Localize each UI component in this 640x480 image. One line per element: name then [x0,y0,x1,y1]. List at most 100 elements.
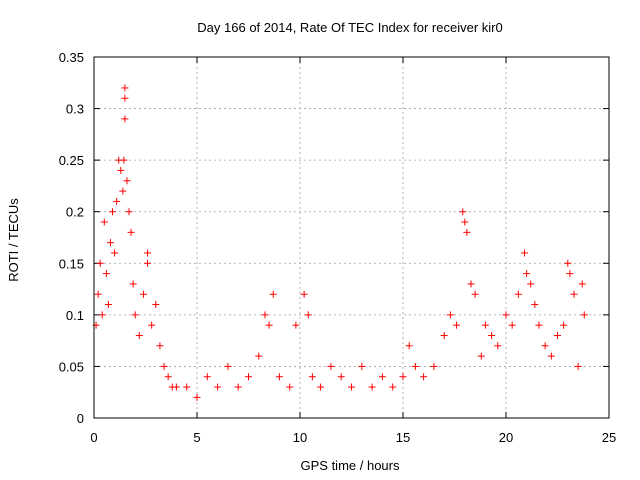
data-point [368,383,376,391]
data-point [120,156,128,164]
data-point [327,362,335,370]
data-point [139,290,147,298]
data-point [481,321,489,329]
data-point [304,311,312,319]
x-tick-label: 25 [602,430,616,445]
data-point [96,259,104,267]
data-point [463,228,471,236]
y-tick-label: 0.2 [66,205,84,220]
data-point [102,270,110,278]
data-point [547,352,555,360]
data-point [152,301,160,309]
data-point [156,342,164,350]
data-point [300,290,308,298]
data-point [125,208,133,216]
x-tick-labels: 0 5 10 15 20 25 [90,430,616,445]
data-point [337,373,345,381]
data-point [94,290,102,298]
data-point [459,208,467,216]
data-point [488,331,496,339]
data-point [566,270,574,278]
data-point [106,239,114,247]
data-point [183,383,191,391]
data-point [164,373,172,381]
grid-lines [94,57,609,418]
x-tick-label: 10 [293,430,307,445]
data-point [129,280,137,288]
plot-frame [93,56,610,419]
data-point [477,352,485,360]
data-point [121,115,129,123]
data-point [135,331,143,339]
data-point [111,249,119,257]
data-point [564,259,572,267]
data-point [100,218,108,226]
y-tick-label: 0.3 [66,102,84,117]
data-point [121,84,129,92]
data-point [440,331,448,339]
data-point [389,383,397,391]
data-point [461,218,469,226]
data-point [527,280,535,288]
data-point [224,362,232,370]
data-point [269,290,277,298]
data-point [234,383,242,391]
data-point [245,373,252,381]
data-point [144,259,152,267]
data-point [113,197,121,205]
axis-ticks [93,56,610,419]
data-point [308,373,316,381]
data-point [261,311,269,319]
y-tick-label: 0 [77,411,84,426]
data-point [430,362,438,370]
data-point [467,280,475,288]
data-point [265,321,273,329]
data-point [144,249,152,257]
data-point [580,311,588,319]
data-point [535,321,543,329]
data-point [317,383,325,391]
data-point [292,321,300,329]
x-tick-label: 0 [90,430,97,445]
data-point [109,208,117,216]
y-tick-label: 0.15 [59,256,84,271]
chart-title: Day 166 of 2014, Rate Of TEC Index for r… [197,20,502,35]
data-point [98,311,106,319]
x-tick-label: 15 [396,430,410,445]
data-point [521,249,529,257]
data-point [471,290,479,298]
data-point [453,321,461,329]
data-point [399,373,407,381]
data-point [214,383,222,391]
y-tick-labels: 0 0.05 0.1 0.15 0.2 0.25 0.3 0.35 [59,50,84,426]
data-point [104,301,112,309]
data-point [203,373,211,381]
x-axis-label: GPS time / hours [301,458,400,473]
data-point [405,342,413,350]
data-point [531,301,539,309]
data-point [420,373,428,381]
data-point [255,352,263,360]
data-point [541,342,549,350]
data-point [148,321,156,329]
data-point [119,187,127,195]
data-point [358,362,366,370]
data-point [172,383,180,391]
data-point [127,228,135,236]
data-point [160,362,168,370]
data-point [554,331,561,339]
data-point [514,290,522,298]
data-point [574,362,582,370]
y-tick-label: 0.1 [66,308,84,323]
data-point [570,290,578,298]
x-tick-label: 20 [499,430,513,445]
y-axis-label: ROTI / TECUs [6,198,21,282]
data-point [446,311,454,319]
data-points [92,84,588,401]
data-point [121,94,129,102]
data-point [560,321,568,329]
data-point [193,393,201,401]
data-point [494,342,502,350]
data-point [378,373,386,381]
